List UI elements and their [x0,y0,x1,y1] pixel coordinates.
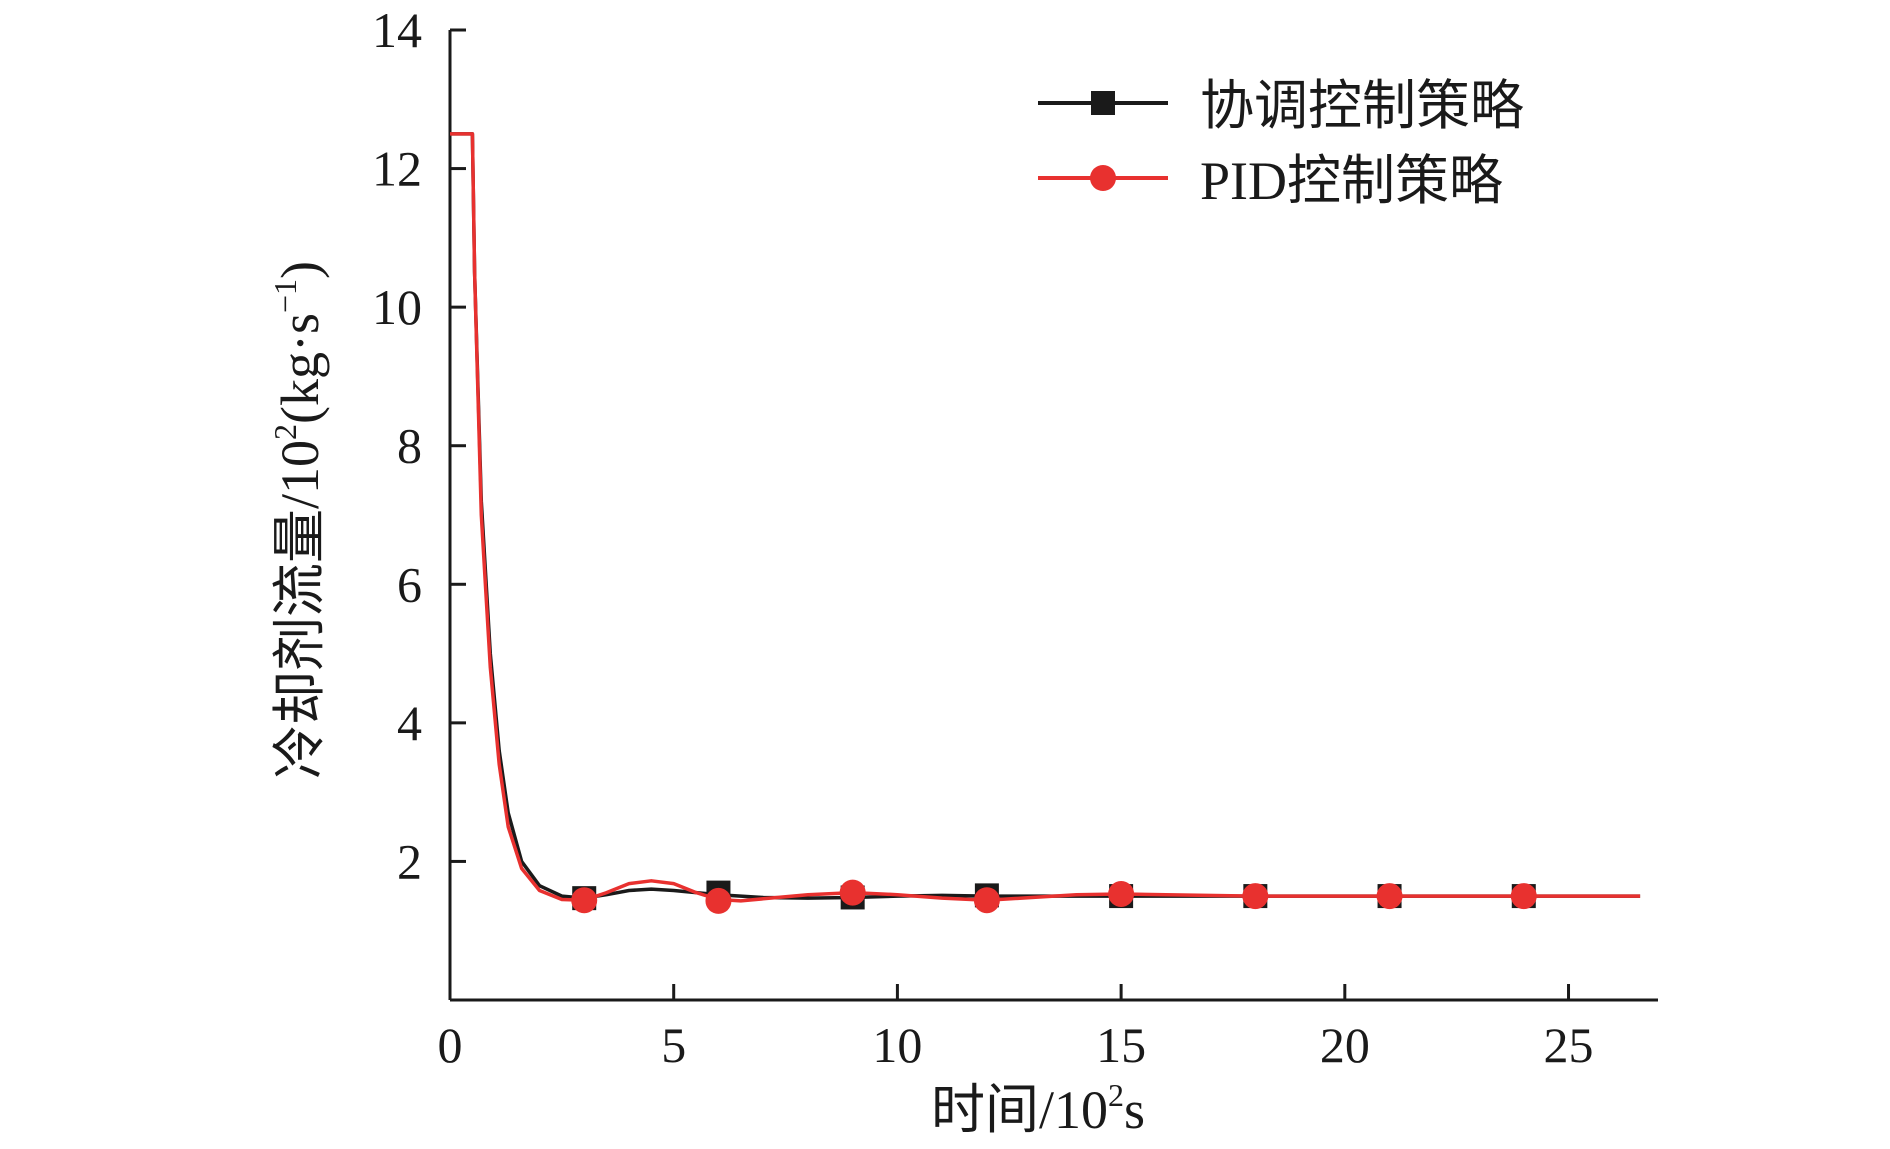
legend-marker-coordinated [1091,91,1115,115]
y-axis-title-sup: 2 [267,424,303,440]
legend-label-coordinated: 协调控制策略 [1200,76,1524,136]
y-tick-label: 10 [372,279,422,335]
legend: 协调控制策略 PID控制策略 [1038,76,1524,211]
x-axis-title-tail: s [1124,1080,1145,1140]
legend-label-pid: PID控制策略 [1200,151,1503,211]
x-tick-label: 20 [1320,1017,1370,1073]
x-axis-title-sup: 2 [1108,1077,1124,1113]
x-ticks: 0 5 10 15 20 25 [438,984,1594,1073]
y-axis-title-unit-pre: (kg·s [270,313,330,424]
series-marker-circle [705,887,732,914]
series-marker-circle [1108,880,1135,907]
series-marker-circle [1242,883,1269,910]
series-layer [450,132,1641,914]
y-tick-label: 2 [397,833,422,889]
x-tick-label: 0 [438,1017,463,1073]
y-tick-label: 12 [372,141,422,197]
x-tick-label: 5 [661,1017,686,1073]
series-line-0 [450,132,1641,900]
series-marker-circle [973,887,1000,914]
legend-marker-pid [1090,165,1116,191]
series-line-1 [450,132,1641,903]
y-axis-title: 冷却剂流量/102(kg·s−1) [267,261,330,779]
x-tick-label: 15 [1096,1017,1146,1073]
y-tick-label: 14 [372,2,422,58]
y-ticks: 2 4 6 8 10 12 14 [372,2,466,889]
series-marker-circle [1376,883,1403,910]
series-marker-circle [1510,883,1537,910]
y-tick-label: 4 [397,695,422,751]
x-axis-title-main: 时间/10 [931,1080,1108,1140]
y-tick-label: 8 [397,418,422,474]
axes [448,30,1658,1002]
y-axis-title-unit-sup: −1 [267,279,303,313]
x-axis-title: 时间/102s [931,1077,1145,1140]
x-tick-label: 10 [872,1017,922,1073]
series-marker-circle [571,887,598,914]
y-axis-title-unit-post: ) [270,261,330,279]
series-marker-circle [839,879,866,906]
x-tick-label: 25 [1544,1017,1594,1073]
y-tick-label: 6 [397,556,422,612]
y-axis-title-main: 冷却剂流量/10 [270,440,330,779]
